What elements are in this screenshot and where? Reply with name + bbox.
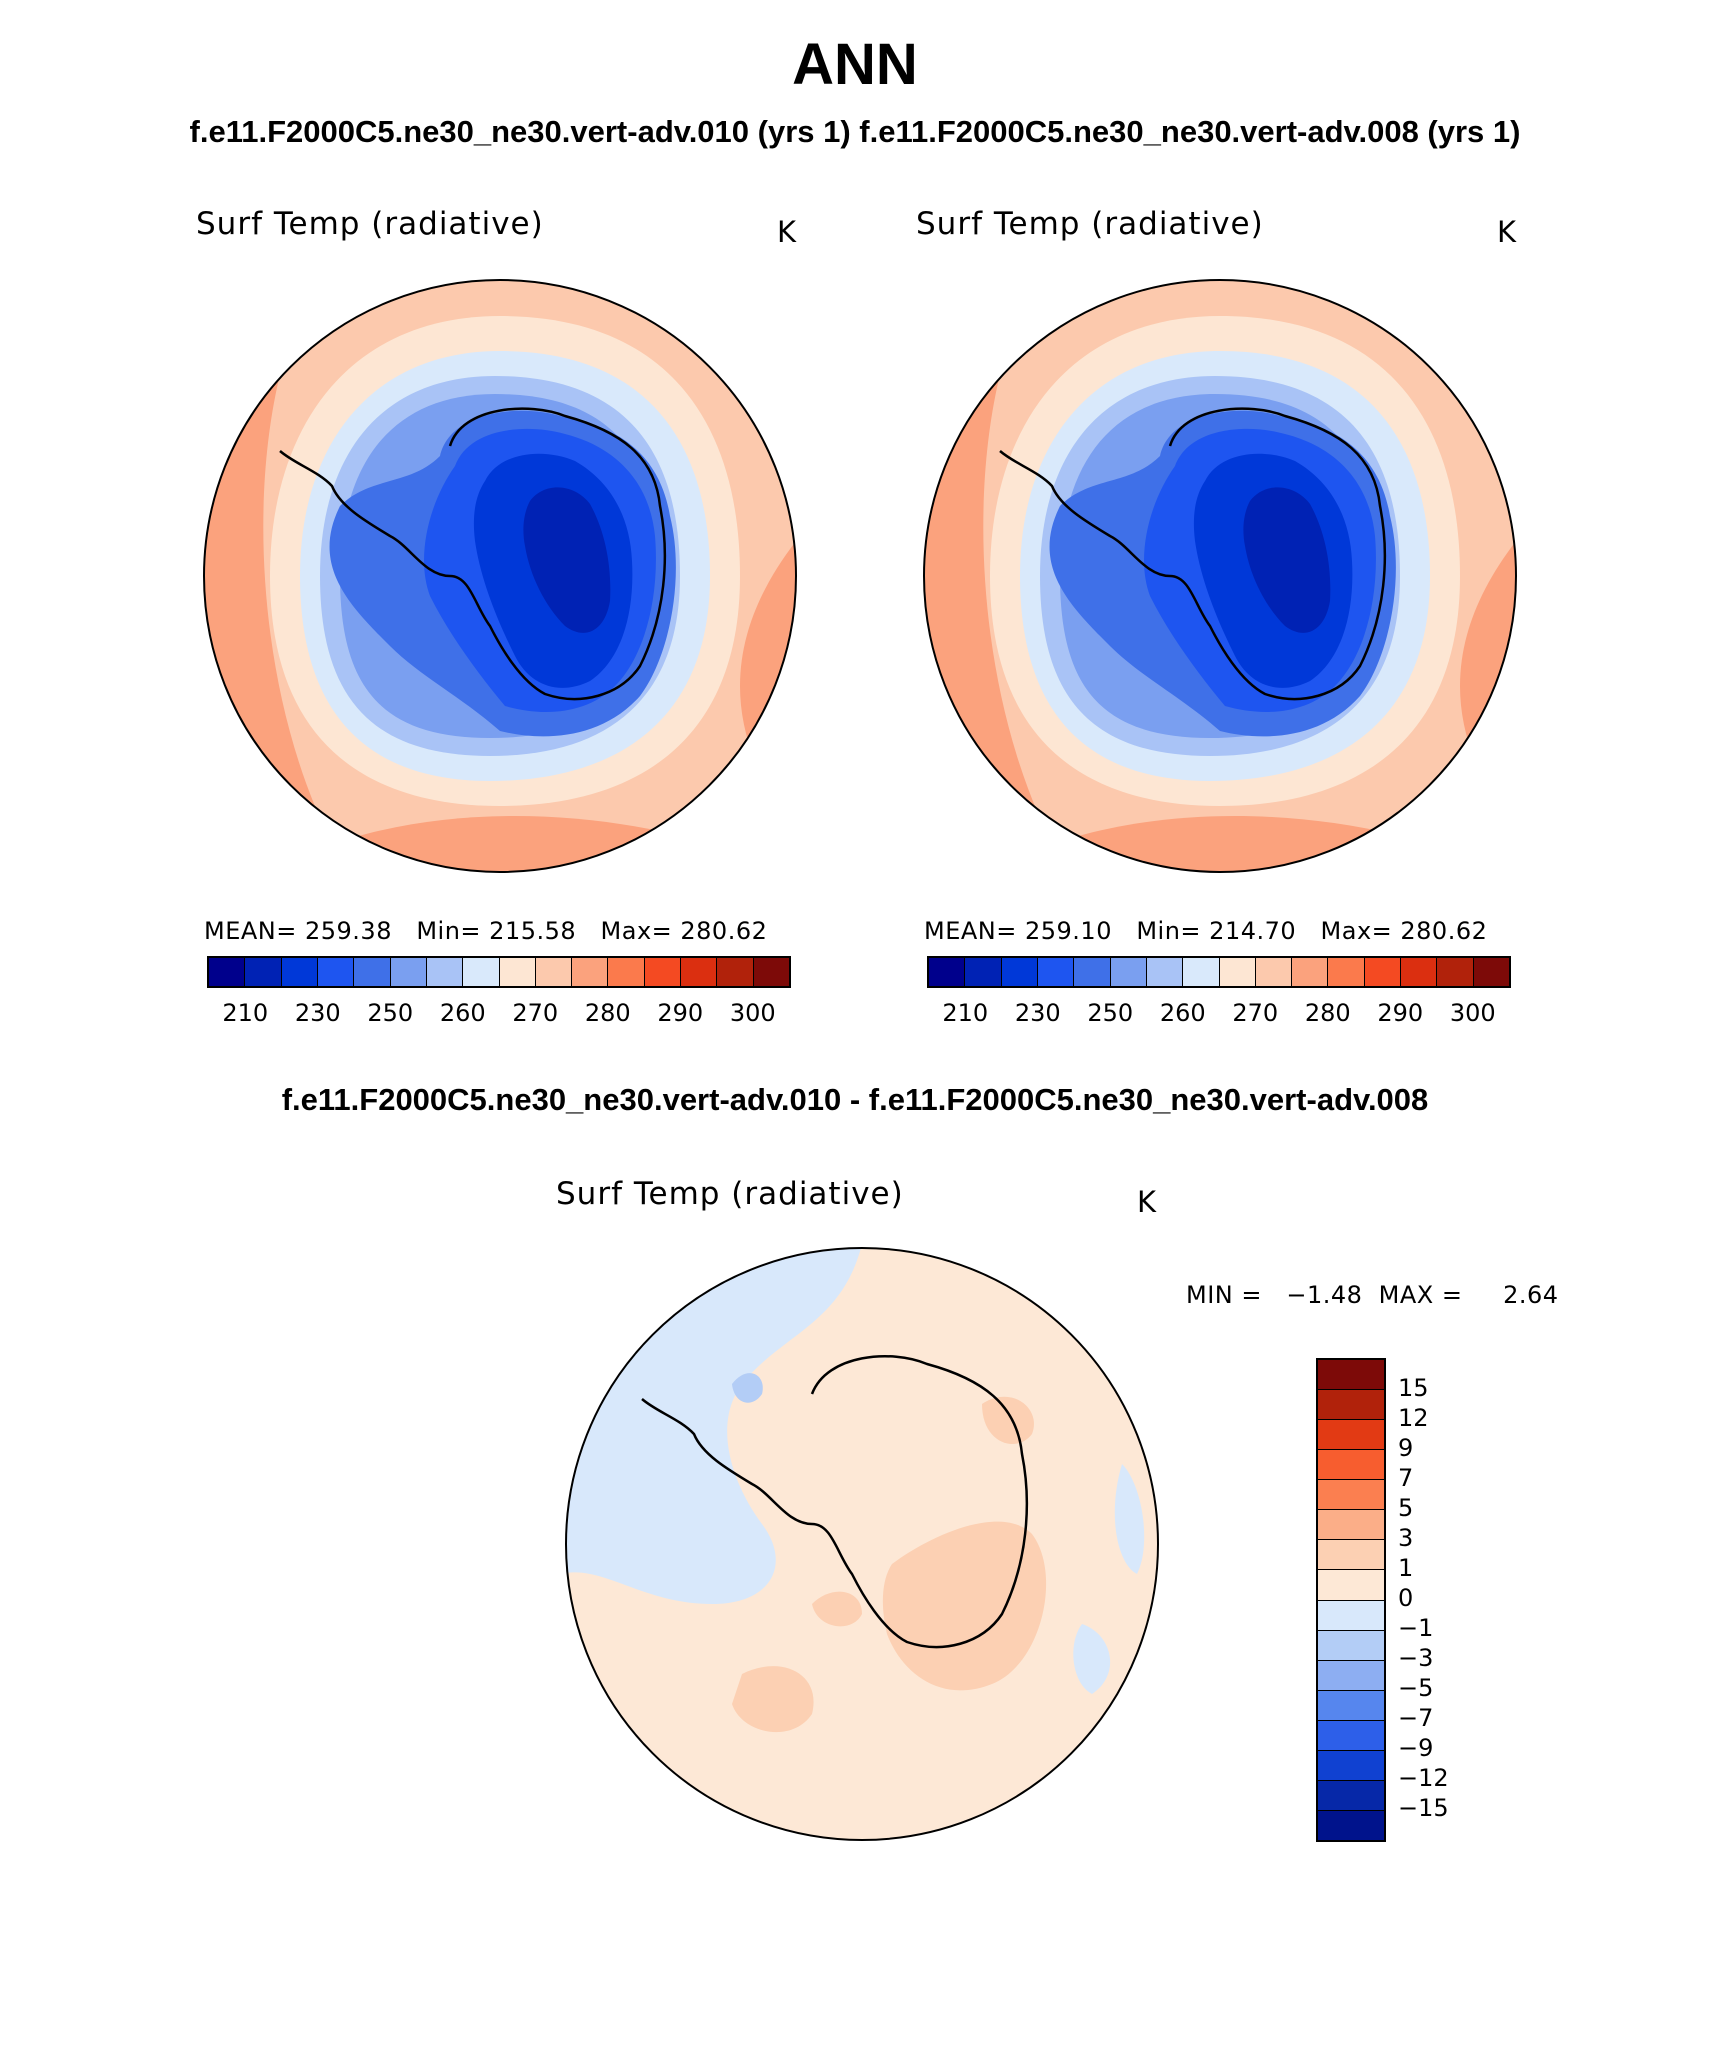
colorbar-swatch — [499, 958, 536, 986]
colorbar-tick-label: 300 — [1449, 999, 1496, 1027]
colorbar-swatch — [1255, 958, 1293, 986]
colorbar-tick-label: 3 — [1398, 1524, 1414, 1552]
colorbar-swatch — [1473, 958, 1509, 986]
colorbar-tick-label: 230 — [294, 999, 341, 1027]
colorbar-swatch — [245, 958, 282, 986]
colorbar-swatch — [753, 958, 789, 986]
panel-2-polar-map — [923, 279, 1517, 873]
diff-panel-units: K — [1137, 1185, 1157, 1219]
colorbar-swatch — [426, 958, 464, 986]
colorbar-tick-label: 7 — [1398, 1464, 1414, 1492]
colorbar-swatch — [644, 958, 682, 986]
panel-1-colorbar-labels: 210 230 250 260 270 280 290 300 — [209, 998, 789, 1028]
colorbar-swatch — [1318, 1540, 1384, 1571]
colorbar-tick-label: 12 — [1398, 1404, 1429, 1432]
colorbar-swatch — [1318, 1780, 1384, 1811]
colorbar-tick-label: 5 — [1398, 1494, 1414, 1522]
panel-2-stats: MEAN= 259.10 Min= 214.70 Max= 280.62 — [924, 917, 1488, 945]
colorbar-swatch — [1401, 958, 1438, 986]
colorbar-tick-label: −1 — [1398, 1614, 1434, 1642]
colorbar-swatch — [1318, 1810, 1384, 1840]
colorbar-swatch — [1318, 1570, 1384, 1601]
colorbar-tick-label: −3 — [1398, 1644, 1434, 1672]
difference-title: f.e11.F2000C5.ne30_ne30.vert-adv.010 - f… — [281, 1082, 1429, 1117]
case-comparison-title: f.e11.F2000C5.ne30_ne30.vert-adv.010 (yr… — [189, 114, 1521, 149]
colorbar-swatch — [535, 958, 573, 986]
panel-1-variable: Surf Temp (radiative) — [196, 206, 544, 242]
colorbar-swatch — [390, 958, 427, 986]
colorbar-tick-label: 230 — [1014, 999, 1061, 1027]
colorbar-swatch — [317, 958, 355, 986]
panel-1-polar-map — [203, 279, 797, 873]
colorbar-tick-label: 210 — [222, 999, 269, 1027]
colorbar-swatch — [1328, 958, 1365, 986]
colorbar-swatch — [965, 958, 1002, 986]
colorbar-swatch — [717, 958, 754, 986]
colorbar-tick-label: −7 — [1398, 1704, 1434, 1732]
diff-colorbar — [1316, 1358, 1386, 1842]
panel-1-stats: MEAN= 259.38 Min= 215.58 Max= 280.62 — [204, 917, 768, 945]
colorbar-swatch — [1318, 1630, 1384, 1661]
colorbar-swatch — [1318, 1510, 1384, 1541]
colorbar-swatch — [1318, 1660, 1384, 1691]
panel-2-variable: Surf Temp (radiative) — [916, 206, 1264, 242]
colorbar-tick-label: 270 — [512, 999, 559, 1027]
colorbar-swatch — [1364, 958, 1402, 986]
colorbar-tick-label: 9 — [1398, 1434, 1414, 1462]
colorbar-swatch — [1318, 1750, 1384, 1781]
colorbar-tick-label: 280 — [1304, 999, 1351, 1027]
colorbar-swatch — [1318, 1720, 1384, 1751]
colorbar-tick-label: −15 — [1398, 1794, 1449, 1822]
colorbar-tick-label: 250 — [1087, 999, 1134, 1027]
panel-2-units: K — [1497, 215, 1517, 249]
colorbar-tick-label: −5 — [1398, 1674, 1434, 1702]
colorbar-tick-label: 270 — [1232, 999, 1279, 1027]
panel-2-colorbar-labels: 210 230 250 260 270 280 290 300 — [929, 998, 1509, 1028]
colorbar-swatch — [1110, 958, 1147, 986]
season-title: ANN — [792, 32, 918, 97]
colorbar-swatch — [209, 958, 246, 986]
colorbar-swatch — [1146, 958, 1184, 986]
colorbar-swatch — [1318, 1690, 1384, 1721]
colorbar-tick-label: 15 — [1398, 1374, 1429, 1402]
colorbar-swatch — [463, 958, 500, 986]
colorbar-tick-label: 260 — [1159, 999, 1206, 1027]
colorbar-swatch — [281, 958, 318, 986]
colorbar-swatch — [354, 958, 391, 986]
colorbar-tick-label: −9 — [1398, 1734, 1434, 1762]
colorbar-swatch — [572, 958, 609, 986]
colorbar-swatch — [1318, 1360, 1384, 1391]
colorbar-tick-label: −12 — [1398, 1764, 1449, 1792]
colorbar-tick-label: 280 — [584, 999, 631, 1027]
colorbar-tick-label: 260 — [439, 999, 486, 1027]
diff-panel-stats: MIN = −1.48 MAX = 2.64 — [1186, 1281, 1559, 1309]
colorbar-swatch — [1183, 958, 1220, 986]
colorbar-tick-label: 290 — [1377, 999, 1424, 1027]
colorbar-tick-label: 250 — [367, 999, 414, 1027]
colorbar-swatch — [1318, 1600, 1384, 1631]
colorbar-swatch — [1437, 958, 1474, 986]
colorbar-tick-label: 300 — [729, 999, 776, 1027]
panel-2-colorbar — [927, 956, 1511, 988]
colorbar-swatch — [1219, 958, 1256, 986]
colorbar-tick-label: 1 — [1398, 1554, 1414, 1582]
colorbar-tick-label: 0 — [1398, 1584, 1414, 1612]
colorbar-swatch — [1318, 1390, 1384, 1421]
panel-1-units: K — [777, 215, 797, 249]
colorbar-swatch — [1074, 958, 1111, 986]
colorbar-swatch — [1318, 1420, 1384, 1451]
panel-1-colorbar — [207, 956, 791, 988]
diff-panel-variable: Surf Temp (radiative) — [556, 1176, 904, 1212]
colorbar-tick-label: 210 — [942, 999, 989, 1027]
colorbar-swatch — [1318, 1480, 1384, 1511]
colorbar-swatch — [1292, 958, 1329, 986]
colorbar-tick-label: 290 — [657, 999, 704, 1027]
colorbar-swatch — [1318, 1450, 1384, 1481]
colorbar-swatch — [608, 958, 645, 986]
diff-panel-polar-map — [565, 1247, 1159, 1841]
colorbar-swatch — [1001, 958, 1038, 986]
colorbar-swatch — [929, 958, 966, 986]
colorbar-swatch — [681, 958, 718, 986]
colorbar-swatch — [1037, 958, 1075, 986]
